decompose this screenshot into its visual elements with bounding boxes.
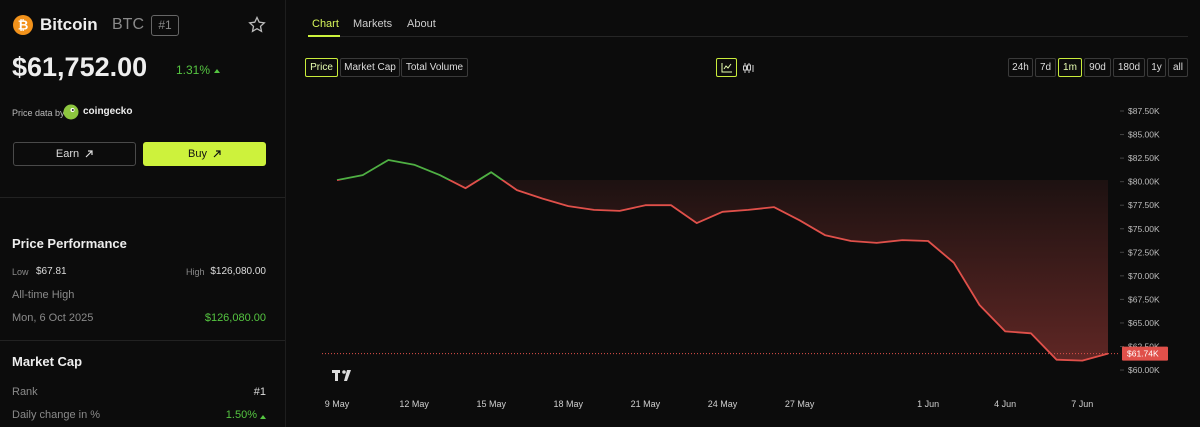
source-prefix: Price data by: [12, 108, 65, 118]
x-tick-label: 12 May: [399, 399, 429, 409]
x-tick-label: 24 May: [708, 399, 738, 409]
daily-change-label: Daily change in %: [12, 409, 101, 421]
x-tick-label: 18 May: [554, 399, 584, 409]
section-title: Market Cap: [12, 354, 83, 369]
range-button[interactable]: 1y: [1147, 58, 1166, 77]
line-chart-toggle[interactable]: [716, 58, 737, 77]
ath-date: Mon, 6 Oct 2025: [12, 312, 94, 324]
source-name: coingecko: [83, 106, 133, 117]
y-tick-label: $70.00K: [1128, 271, 1160, 281]
y-tick-label: $77.50K: [1128, 200, 1160, 210]
x-tick-label: 15 May: [476, 399, 506, 409]
coin-logo: ₿: [13, 15, 33, 35]
x-tick-label: 9 May: [325, 399, 350, 409]
coin-name: Bitcoin: [40, 15, 98, 34]
buy-label: Buy: [188, 148, 207, 160]
rank-label: Rank: [12, 386, 38, 398]
y-tick-label: $67.50K: [1128, 294, 1160, 304]
candle-icon: [743, 62, 754, 73]
ath-label: All-time High: [12, 289, 75, 301]
rank-value: #1: [253, 386, 266, 398]
x-tick-label: 1 Jun: [917, 399, 939, 409]
x-tick-label: 7 Jun: [1071, 399, 1093, 409]
price-line: [336, 159, 1109, 362]
y-tick-label: $87.50K: [1128, 106, 1160, 116]
tab[interactable]: Markets: [353, 18, 393, 30]
tab[interactable]: About: [407, 18, 436, 30]
range-button[interactable]: 90d: [1084, 58, 1111, 77]
ath-value: $126,080.00: [204, 312, 266, 324]
favorite-star[interactable]: [248, 16, 266, 34]
metric-button[interactable]: Price: [305, 58, 338, 77]
metric-button[interactable]: Total Volume: [401, 58, 468, 77]
tab-indicator: [308, 35, 340, 37]
x-tick-label: 27 May: [785, 399, 815, 409]
y-tick-label: $72.50K: [1128, 247, 1160, 257]
y-tick-label: $62.50K: [1128, 341, 1160, 351]
earn-button[interactable]: Earn: [13, 142, 136, 166]
high-label: High: [186, 267, 205, 277]
candle-chart-toggle[interactable]: [740, 58, 757, 77]
daily-change-value: 1.50%: [225, 409, 257, 421]
coin-symbol: BTC: [112, 16, 144, 33]
divider: [0, 197, 285, 198]
low-label: Low: [12, 267, 29, 277]
price-change: 1.31%: [176, 63, 211, 77]
arrow-icon: [213, 150, 221, 158]
sidebar: [0, 0, 286, 427]
range-button[interactable]: 24h: [1008, 58, 1033, 77]
section-title: Price Performance: [12, 236, 127, 251]
low-value: $67.81: [36, 266, 67, 277]
buy-button[interactable]: Buy: [143, 142, 266, 166]
x-tick-label: 4 Jun: [994, 399, 1016, 409]
line-icon: [721, 62, 732, 72]
earn-label: Earn: [55, 148, 80, 160]
range-button[interactable]: all: [1168, 58, 1188, 77]
price-marker-box: [1122, 346, 1168, 361]
rank-badge: #1: [151, 15, 179, 36]
tab[interactable]: Chart: [312, 18, 339, 30]
range-button[interactable]: 180d: [1113, 58, 1145, 77]
y-tick-label: $85.00K: [1128, 130, 1160, 140]
tradingview-logo: [332, 370, 351, 381]
y-tick-label: $75.00K: [1128, 224, 1160, 234]
y-tick-label: $82.50K: [1128, 153, 1160, 163]
arrow-icon: [85, 150, 93, 158]
price: $61,752.00: [12, 52, 148, 82]
y-tick-label: $60.00K: [1128, 365, 1160, 375]
svg-text:₿: ₿: [18, 18, 29, 33]
area-fill: [337, 180, 1108, 361]
up-icon: [214, 69, 220, 73]
metric-button[interactable]: Market Cap: [340, 58, 400, 77]
source-logo: [63, 104, 79, 120]
divider: [0, 340, 285, 341]
y-tick-label: $80.00K: [1128, 177, 1160, 187]
high-value: $126,080.00: [210, 266, 266, 277]
range-button[interactable]: 1m: [1058, 58, 1082, 77]
up-icon: [260, 415, 266, 419]
x-tick-label: 21 May: [631, 399, 661, 409]
tab-rule: [308, 36, 1188, 37]
range-button[interactable]: 7d: [1035, 58, 1056, 77]
y-tick-label: $65.00K: [1128, 318, 1160, 328]
price-marker-label: $61.74K: [1127, 349, 1159, 359]
